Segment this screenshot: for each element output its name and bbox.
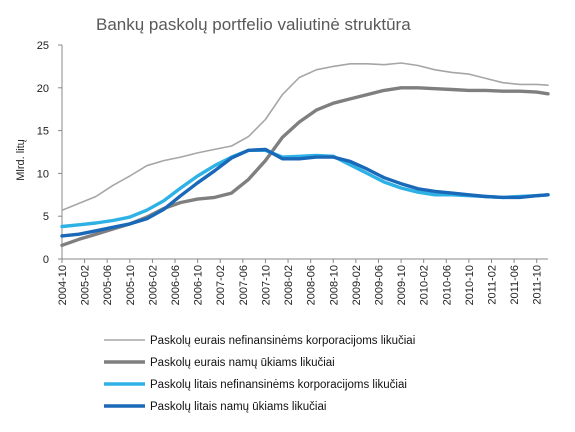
x-tick-label: 2008-02 <box>283 265 295 305</box>
x-tick-label: 2010-10 <box>464 265 476 305</box>
legend-label-3: Paskolų litais nefinansinėms korporacijo… <box>150 379 407 391</box>
y-tick-label: 25 <box>37 40 49 52</box>
x-tick-label: 2007-10 <box>260 265 272 305</box>
x-tick-label: 2005-02 <box>80 265 92 305</box>
x-tick-label: 2005-10 <box>125 265 137 305</box>
x-tick-label: 2006-02 <box>147 265 159 305</box>
legend-label-4: Paskolų litais namų ūkiams likučiai <box>150 401 326 413</box>
x-tick-label: 2011-06 <box>509 265 521 305</box>
x-tick-label: 2005-06 <box>102 265 114 305</box>
x-tick-label: 2009-02 <box>351 265 363 305</box>
legend: Paskolų eurais nefinansinėms korporacijo… <box>104 335 415 413</box>
x-tick-label: 2008-06 <box>306 265 318 305</box>
series-line-3 <box>60 148 550 229</box>
chart-title: Bankų paskolų portfelio valiutinė strukt… <box>96 15 411 34</box>
y-tick-label: 5 <box>43 211 49 223</box>
y-tick-label: 20 <box>37 83 49 95</box>
y-tick-labels: 0 5 10 15 20 25 <box>37 40 62 266</box>
y-tick-label: 10 <box>37 168 49 180</box>
series-line-4 <box>60 147 550 238</box>
legend-label-1: Paskolų eurais nefinansinėms korporacijo… <box>150 335 415 347</box>
x-tick-label: 2007-02 <box>215 265 227 305</box>
x-tick-label: 2008-10 <box>328 265 340 305</box>
x-tick-label: 2007-06 <box>238 265 250 305</box>
x-tick-labels: 2004-10 2005-02 2005-06 2005-10 2006-02 2006-… <box>57 259 544 305</box>
x-tick-label: 2006-06 <box>170 265 182 305</box>
x-tick-label: 2010-02 <box>419 265 431 305</box>
x-tick-label: 2011-02 <box>486 265 498 305</box>
series-lines <box>60 62 550 248</box>
x-tick-label: 2011-10 <box>532 265 544 305</box>
x-tick-label: 2009-10 <box>396 265 408 305</box>
axes <box>61 45 548 260</box>
x-tick-label: 2009-06 <box>373 265 385 305</box>
y-axis-label: Mlrd. litų <box>15 139 27 181</box>
series-line-1 <box>61 62 549 211</box>
y-tick-label: 0 <box>43 254 49 266</box>
y-tick-label: 15 <box>37 126 49 138</box>
x-tick-label: 2004-10 <box>57 265 69 305</box>
x-tick-label: 2006-10 <box>193 265 205 305</box>
legend-label-2: Paskolų eurais namų ūkiams likučiai <box>150 357 335 369</box>
x-tick-label: 2010-06 <box>441 265 453 305</box>
